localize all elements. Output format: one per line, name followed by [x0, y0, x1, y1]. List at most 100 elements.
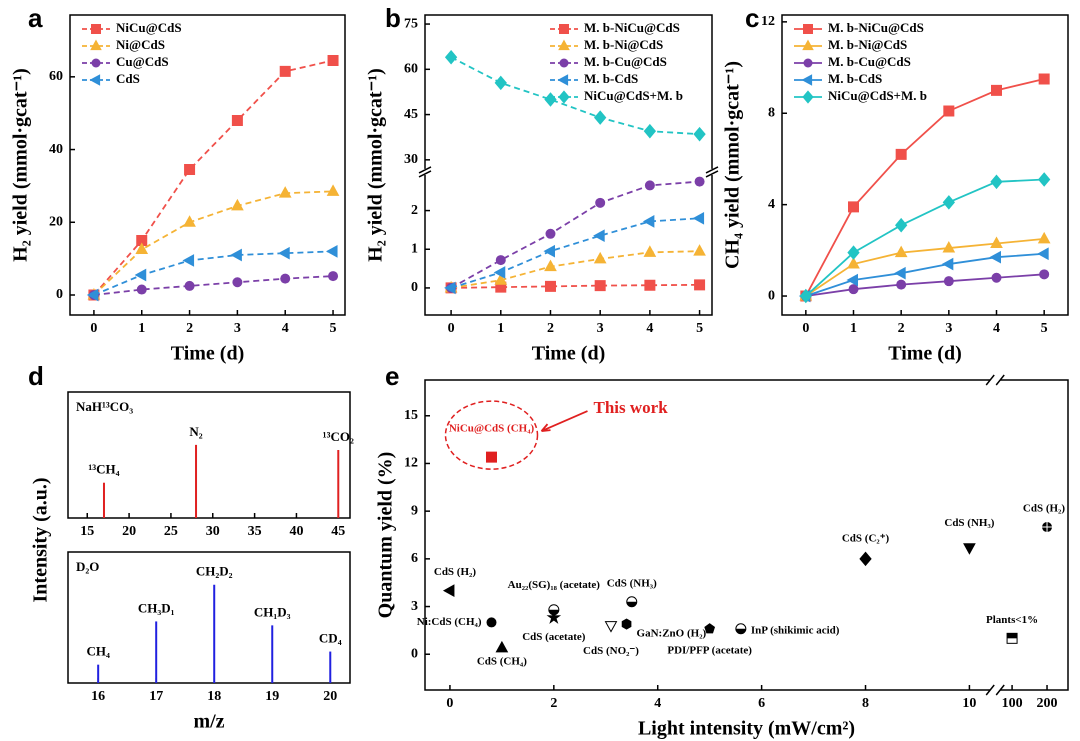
legend-label: M. b-CdS: [828, 71, 882, 86]
marker: [895, 148, 907, 160]
marker: [594, 280, 606, 292]
marker: [493, 266, 506, 279]
x-tick-label: 4: [654, 696, 661, 711]
marker: [546, 610, 562, 624]
plot-frame: [67, 551, 351, 684]
x-tick-label: 17: [149, 689, 163, 704]
marker-shape: [485, 451, 497, 463]
marker: [494, 75, 507, 91]
marker-shape: [693, 126, 706, 142]
marker-shape: [442, 584, 455, 597]
marker-shape: [595, 197, 606, 208]
y-tick-label: 0: [411, 646, 418, 661]
x-tick-label: 4: [646, 321, 653, 336]
series-line: [805, 178, 1045, 297]
marker: [896, 279, 907, 290]
marker-shape: [594, 110, 607, 125]
legend-label: Ni@CdS: [116, 37, 165, 52]
x-tick-label: 2: [550, 696, 557, 711]
legend-label: NiCu@CdS+M. b: [828, 88, 927, 103]
x-tick-label: 1: [138, 321, 145, 336]
marker: [644, 180, 655, 191]
peak-label: CH₄: [86, 644, 110, 659]
marker: [1006, 632, 1018, 644]
marker: [626, 596, 638, 608]
marker: [644, 279, 656, 291]
marker: [643, 123, 657, 139]
marker: [941, 257, 954, 271]
legend-marker: [803, 24, 813, 34]
point-label: Ni:CdS (CH₄): [417, 616, 482, 628]
y-tick-label: 2: [411, 203, 418, 218]
y-tick-label: 60: [404, 62, 418, 77]
peak-label: CH₂D₂: [196, 564, 233, 579]
marker: [1038, 73, 1050, 85]
marker-shape: [735, 628, 746, 634]
marker-shape: [799, 288, 812, 304]
legend-label: Cu@CdS: [116, 54, 169, 69]
legend-label: M. b-Ni@CdS: [828, 37, 907, 52]
x-tick-label: 10: [962, 696, 976, 711]
x-axis-label: Time (d): [532, 343, 606, 365]
marker: [735, 623, 747, 635]
x-tick-label: 2: [898, 321, 905, 336]
peak-label: CH₃D₁: [138, 600, 175, 615]
marker-shape: [963, 543, 976, 555]
marker-shape: [943, 276, 954, 287]
legend-marker: [90, 39, 102, 51]
marker-shape: [847, 257, 860, 269]
marker: [184, 164, 196, 176]
axis-break: [985, 374, 1005, 386]
marker-shape: [626, 601, 637, 607]
x-tick-label: 15: [80, 524, 94, 539]
marker: [544, 92, 557, 107]
marker-shape: [543, 244, 555, 258]
axis-break: [419, 168, 431, 175]
x-tick-label: 30: [206, 524, 220, 539]
marker-shape: [136, 234, 148, 246]
marker-shape: [642, 215, 655, 228]
marker: [545, 228, 556, 239]
marker-shape: [848, 284, 859, 295]
marker: [444, 49, 458, 65]
panel-letter: d: [28, 361, 44, 391]
y-tick-label: 4: [768, 197, 775, 212]
point-label: GaN:ZnO (H₂): [637, 628, 707, 640]
marker-shape: [848, 201, 859, 213]
marker-shape: [942, 195, 955, 210]
marker-shape: [230, 248, 242, 262]
x-tick-label: 6: [758, 696, 765, 711]
y-tick-label: 0: [768, 288, 775, 303]
point-label: CdS (acetate): [522, 631, 586, 643]
y-tick-label: 15: [404, 408, 418, 423]
marker: [593, 229, 605, 243]
marker-shape: [91, 24, 101, 34]
marker: [991, 272, 1002, 283]
marker-shape: [559, 58, 569, 68]
marker-shape: [544, 280, 556, 292]
marker: [494, 273, 508, 285]
marker: [692, 211, 705, 225]
marker: [279, 65, 291, 77]
marker-shape: [544, 259, 557, 272]
marker-shape: [279, 65, 291, 77]
x-axis-label: Time (d): [888, 343, 962, 365]
marker: [1037, 231, 1051, 244]
y-tick-label: 12: [404, 456, 418, 471]
marker-shape: [326, 184, 340, 196]
x-tick-label: 0: [802, 321, 809, 336]
marker: [485, 451, 497, 463]
marker: [1042, 522, 1053, 533]
legend-marker: [558, 90, 570, 104]
axis-break: [705, 166, 719, 178]
x-tick-label: 5: [330, 321, 337, 336]
marker-shape: [1039, 269, 1050, 280]
x-tick-label: 100: [1002, 696, 1023, 711]
marker-shape: [494, 75, 507, 91]
marker-shape: [1038, 73, 1050, 85]
marker: [942, 195, 955, 210]
x-tick-label: 8: [862, 696, 869, 711]
y-tick-label: 8: [768, 105, 775, 120]
marker: [643, 245, 657, 257]
marker-shape: [895, 148, 907, 160]
